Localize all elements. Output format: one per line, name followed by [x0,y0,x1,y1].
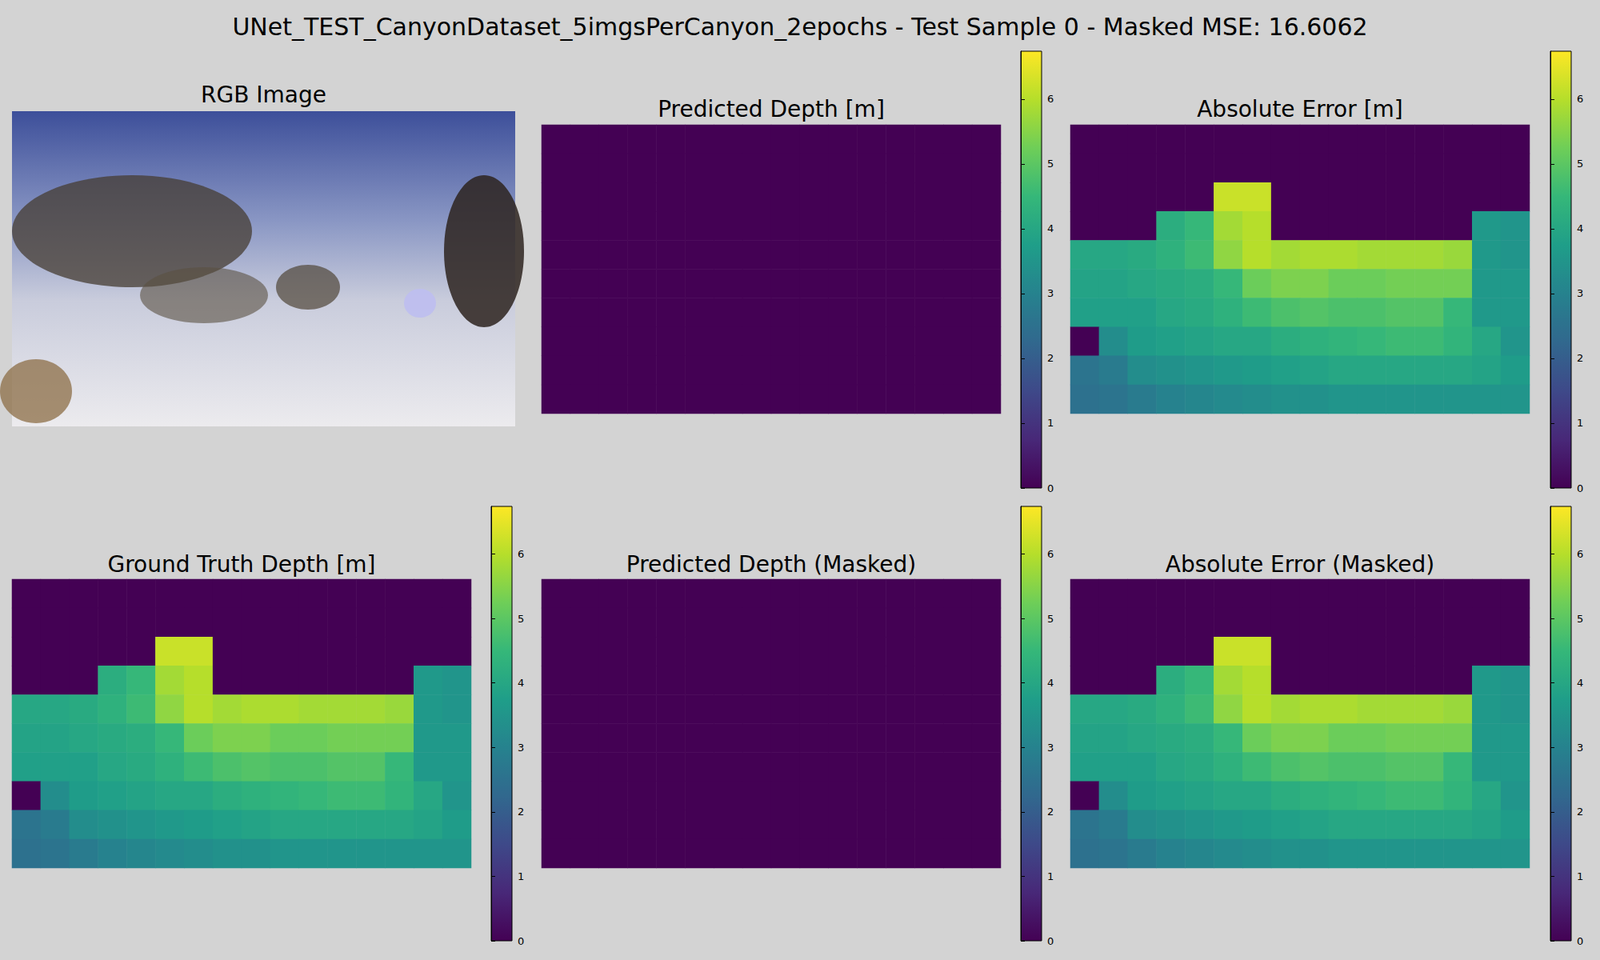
svg-text:2: 2 [1047,805,1054,818]
svg-text:5: 5 [1047,612,1054,625]
svg-text:3: 3 [517,741,524,754]
svg-text:Ground Truth Depth [m]: Ground Truth Depth [m] [107,551,376,578]
svg-text:3: 3 [1576,287,1584,300]
svg-text:6: 6 [1576,92,1584,105]
svg-text:4: 4 [1576,222,1584,235]
svg-text:1: 1 [517,870,524,883]
svg-text:0: 0 [1576,935,1584,948]
svg-text:2: 2 [1047,352,1054,364]
svg-text:6: 6 [1047,548,1054,560]
svg-text:4: 4 [517,676,524,689]
svg-text:Absolute Error (Masked): Absolute Error (Masked) [1165,551,1435,578]
svg-text:6: 6 [1576,548,1584,560]
svg-text:2: 2 [517,805,524,818]
svg-text:1: 1 [1047,870,1054,883]
svg-text:4: 4 [1047,222,1054,235]
svg-text:3: 3 [1047,741,1054,754]
svg-text:5: 5 [1047,157,1054,170]
svg-text:4: 4 [1576,676,1584,689]
svg-text:3: 3 [1576,741,1584,754]
svg-text:5: 5 [517,612,524,625]
svg-text:5: 5 [1576,612,1584,625]
svg-text:2: 2 [1576,805,1584,818]
svg-text:Predicted Depth [m]: Predicted Depth [m] [657,96,885,123]
svg-text:6: 6 [1047,92,1054,105]
svg-text:2: 2 [1576,352,1584,364]
svg-text:RGB Image: RGB Image [200,81,327,108]
svg-text:1: 1 [1576,870,1584,883]
svg-text:0: 0 [1047,935,1054,948]
svg-text:6: 6 [517,548,524,560]
svg-text:Absolute Error [m]: Absolute Error [m] [1196,96,1404,123]
svg-text:3: 3 [1047,287,1054,300]
svg-text:UNet_TEST_CanyonDataset_5imgsP: UNet_TEST_CanyonDataset_5imgsPerCanyon_2… [232,12,1368,41]
svg-text:1: 1 [1576,416,1584,429]
svg-text:0: 0 [1576,482,1584,495]
svg-text:Predicted Depth (Masked): Predicted Depth (Masked) [626,551,917,578]
svg-text:0: 0 [517,935,524,948]
svg-text:5: 5 [1576,157,1584,170]
svg-text:1: 1 [1047,416,1054,429]
svg-text:4: 4 [1047,676,1054,689]
svg-text:0: 0 [1047,482,1054,495]
